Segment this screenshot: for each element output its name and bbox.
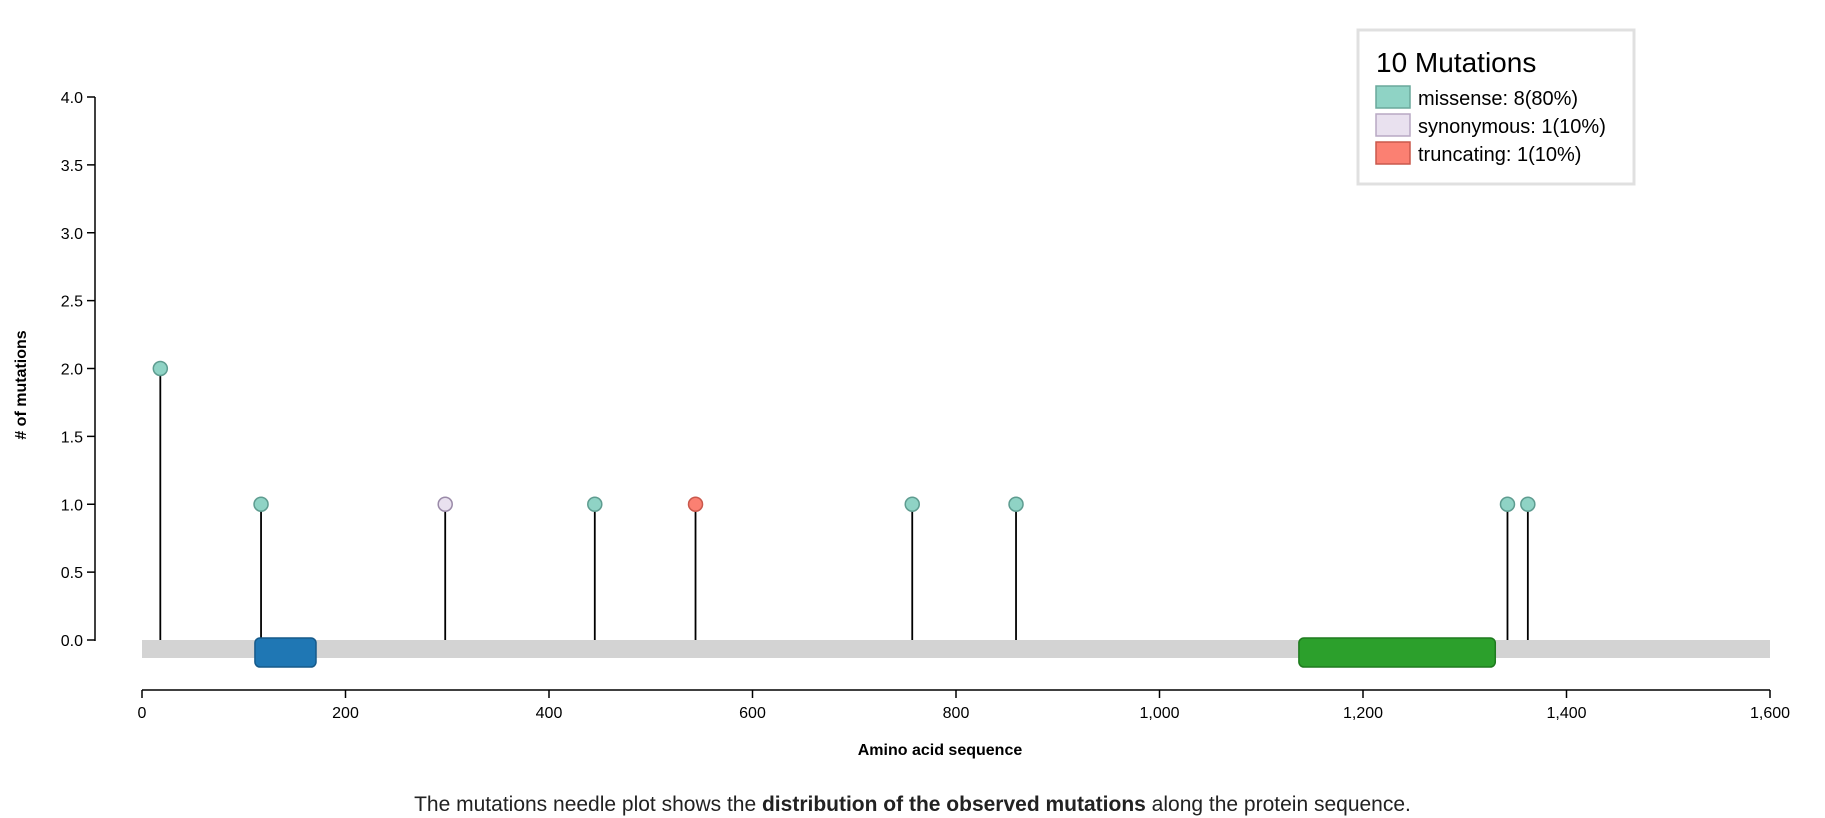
y-tick-label: 0.5 <box>61 565 83 582</box>
x-tick-label: 400 <box>536 705 563 722</box>
legend-swatch-truncating <box>1375 141 1411 165</box>
caption-text-end: along the protein sequence. <box>1145 793 1411 816</box>
y-axis-title: # of mutations <box>13 330 30 439</box>
needle-head-missense <box>1499 496 1516 512</box>
legend-swatch-missense <box>1375 85 1411 109</box>
x-tick-label: 1,200 <box>1343 705 1383 722</box>
caption-text-start: The mutations needle plot shows the <box>414 793 762 816</box>
protein-domain <box>254 637 317 668</box>
x-tick-label: 1,000 <box>1139 705 1179 722</box>
legend-label-truncating: truncating: 1(10%) <box>1418 144 1581 166</box>
x-tick-label: 1,400 <box>1546 705 1586 722</box>
protein-domain <box>1298 637 1497 668</box>
y-tick-label: 4.0 <box>61 90 83 107</box>
legend-label-missense: missense: 8(80%) <box>1418 88 1578 110</box>
caption: The mutations needle plot shows the dist… <box>0 793 1825 817</box>
needle-head-missense <box>253 496 269 512</box>
x-axis-title: Amino acid sequence <box>858 742 1023 759</box>
x-tick-label: 600 <box>739 705 766 722</box>
x-tick-label: 800 <box>943 705 970 722</box>
x-tick-label: 200 <box>332 705 359 722</box>
legend-title: 10 Mutations <box>1376 47 1536 78</box>
needle-head-missense <box>904 496 920 512</box>
needle-head-missense <box>152 360 169 377</box>
legend-label-synonymous: synonymous: 1(10%) <box>1418 116 1606 138</box>
needle-layer <box>152 360 1536 640</box>
y-axis: 0.0 0.5 1.0 1.5 2.0 2.5 3.0 3.5 4.0 <box>61 90 96 650</box>
needle-head-missense <box>1520 496 1536 512</box>
needle-head-missense <box>587 496 603 512</box>
legend: 10 Mutations missense: 8(80%) synonymous… <box>1356 28 1636 186</box>
x-tick-label: 1,600 <box>1750 705 1790 722</box>
domain-layer <box>254 637 1497 668</box>
protein-backbone <box>142 640 1770 658</box>
needle-head-truncating <box>687 496 704 512</box>
y-tick-label: 0.0 <box>61 633 83 650</box>
needle-head-missense <box>1008 496 1024 512</box>
needle-head-synonymous <box>437 496 453 512</box>
y-tick-label: 1.5 <box>61 429 83 446</box>
y-tick-label: 1.0 <box>61 497 83 514</box>
y-tick-label: 3.5 <box>61 158 83 175</box>
y-tick-label: 2.0 <box>61 362 83 379</box>
x-axis: 0 200 400 600 800 1,000 1,200 1,400 1,600 <box>138 689 1790 722</box>
x-tick-label: 0 <box>138 705 147 722</box>
protein-backbone-layer <box>142 640 1770 658</box>
caption-text-bold: distribution of the observed mutations <box>761 793 1146 816</box>
y-tick-label: 3.0 <box>61 226 83 243</box>
y-tick-label: 2.5 <box>61 294 83 311</box>
legend-swatch-synonymous <box>1375 113 1411 137</box>
